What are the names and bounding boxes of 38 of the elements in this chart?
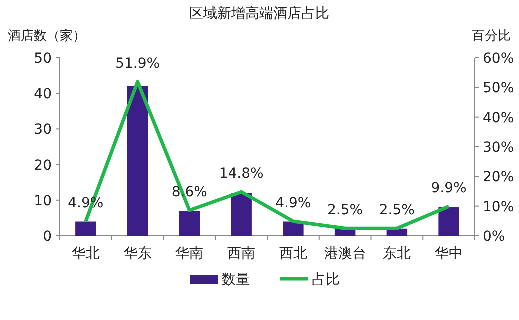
data-label: 2.5% [379, 202, 415, 219]
x-tick-label: 华北 [72, 246, 100, 262]
y-tick-label: 10 [34, 193, 52, 210]
legend-label: 数量 [222, 272, 250, 288]
chart-title: 区域新增高端酒店占比 [190, 6, 330, 22]
bar [127, 86, 148, 236]
bar [438, 208, 460, 236]
y2-tick-label: 10% [483, 199, 514, 216]
x-tick-label: 西南 [228, 246, 256, 262]
y2-tick-label: 40% [483, 110, 514, 126]
y2-axis-title: 百分比 [472, 29, 511, 44]
x-tick-label: 东北 [383, 246, 412, 262]
data-label: 2.5% [328, 202, 364, 219]
x-tick-label: 华东 [124, 246, 152, 262]
y2-tick-label: 30% [483, 140, 514, 156]
bar [76, 222, 96, 236]
y2-tick-label: 20% [483, 170, 514, 186]
y2-tick-label: 60% [483, 51, 514, 67]
y2-tick-label: 0% [483, 229, 506, 245]
data-label: 9.9% [431, 180, 467, 197]
data-label: 4.9% [276, 195, 312, 212]
x-tick-label: 港澳台 [324, 246, 366, 262]
data-label: 14.8% [219, 166, 264, 182]
bar [179, 211, 200, 236]
y2-tick-label: 50% [483, 80, 514, 97]
data-label: 51.9% [116, 56, 160, 72]
y-tick-label: 30 [34, 122, 52, 138]
legend-label: 占比 [312, 272, 340, 288]
bar [231, 193, 252, 236]
y-tick-label: 40 [34, 86, 52, 103]
x-tick-label: 西北 [279, 246, 308, 262]
x-tick-label: 华南 [176, 246, 204, 262]
y-tick-label: 0 [43, 229, 52, 245]
x-tick-label: 华中 [435, 246, 464, 262]
bar [283, 222, 304, 236]
y-tick-label: 50 [34, 51, 52, 67]
y-tick-label: 20 [34, 158, 52, 174]
y-axis-title: 酒店数（家） [8, 28, 86, 44]
